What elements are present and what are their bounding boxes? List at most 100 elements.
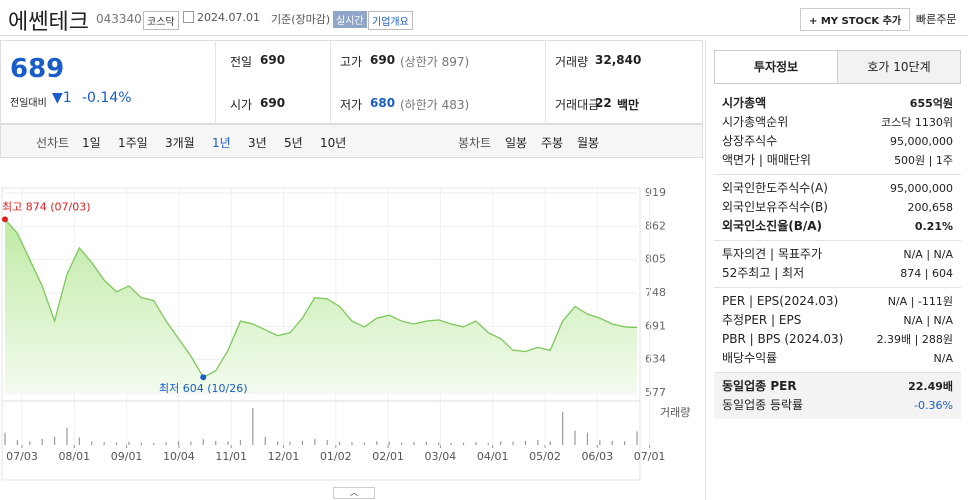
quote-label: 거래대금 bbox=[555, 98, 600, 112]
info-label: 시가총액 bbox=[722, 96, 767, 110]
info-label: 액면가 | 매매단위 bbox=[722, 153, 811, 167]
period-tab[interactable]: 3년 bbox=[248, 136, 267, 150]
volume-bar bbox=[215, 440, 217, 445]
info-value: 500원 | 1주 bbox=[894, 154, 953, 167]
info-value: N/A | N/A bbox=[903, 248, 953, 261]
volume-bar bbox=[66, 427, 68, 445]
info-label: 동일업종 등락률 bbox=[722, 398, 804, 412]
quote-label: 거래량 bbox=[555, 55, 589, 69]
quote-label: 시가 bbox=[230, 98, 253, 112]
realtime-badge[interactable]: 실시간 bbox=[333, 11, 367, 28]
x-tick-label: 05/02 bbox=[529, 450, 561, 463]
side-tab[interactable]: 호가 10단계 bbox=[837, 51, 960, 83]
candle-tab[interactable]: 월봉 bbox=[577, 136, 600, 150]
candle-tab[interactable]: 주봉 bbox=[541, 136, 564, 150]
volume-bar bbox=[351, 442, 353, 445]
info-value: N/A bbox=[933, 352, 953, 365]
info-row: 외국인소진율(B/A) 0.21% bbox=[722, 217, 953, 236]
collapse-button[interactable]: ︿ bbox=[333, 487, 375, 499]
info-label: 추정PER | EPS bbox=[722, 313, 802, 327]
x-tick-label: 07/03 bbox=[6, 450, 38, 463]
info-row: 상장주식수 95,000,000 bbox=[722, 132, 953, 151]
period-tab[interactable]: 1일 bbox=[82, 136, 101, 150]
volume-bar bbox=[165, 442, 167, 445]
volume-label: 거래량 bbox=[660, 406, 690, 419]
info-group: 외국인한도주식수(A) 95,000,000 외국인보유주식수(B) 200,658 외… bbox=[714, 175, 961, 241]
company-info[interactable]: 기업개요 bbox=[368, 11, 413, 30]
quote-box bbox=[0, 40, 703, 124]
volume-bar bbox=[512, 441, 514, 445]
volume-bar bbox=[636, 431, 638, 445]
annotation: 최저 604 (10/26) bbox=[159, 382, 248, 395]
info-row: 시가총액순위 코스닥 1130위 bbox=[722, 113, 953, 132]
quote-note: (상한가 897) bbox=[400, 55, 470, 69]
period-tab[interactable]: 5년 bbox=[284, 136, 303, 150]
quote-value: 680 bbox=[370, 96, 396, 110]
y-tick-label: 577 bbox=[645, 386, 666, 399]
period-tab[interactable]: 1년 bbox=[212, 136, 231, 150]
info-row: PER | EPS(2024.03) N/A | -111원 bbox=[722, 292, 953, 311]
period-tab[interactable]: 1주일 bbox=[118, 136, 148, 150]
plot-frame bbox=[1, 187, 641, 481]
volume-bar bbox=[202, 439, 204, 445]
volume-bar bbox=[177, 441, 180, 445]
divider bbox=[0, 35, 968, 36]
volume-bar bbox=[153, 442, 155, 445]
info-value: 874 | 604 bbox=[900, 267, 953, 280]
info-label: 동일업종 PER bbox=[722, 379, 797, 393]
volume-bar bbox=[140, 442, 142, 445]
volume-bar bbox=[438, 442, 440, 445]
info-value: 200,658 bbox=[907, 201, 954, 214]
volume-bar bbox=[611, 440, 613, 445]
x-tick-label: 06/03 bbox=[581, 450, 613, 463]
volume-bar bbox=[227, 441, 229, 445]
volume-bar bbox=[388, 441, 390, 445]
x-tick-label: 04/01 bbox=[477, 450, 509, 463]
info-row: PBR | BPS (2024.03) 2.39배 | 288원 bbox=[722, 330, 953, 349]
volume-bar bbox=[524, 440, 527, 445]
price: 689 bbox=[10, 54, 65, 84]
quote-label: 고가 bbox=[340, 55, 363, 69]
quote-value: 22 bbox=[595, 96, 612, 110]
price-line bbox=[4, 218, 638, 379]
volume-bar bbox=[103, 442, 105, 445]
info-row: 배당수익률 N/A bbox=[722, 349, 953, 368]
quote-value: 690 bbox=[260, 96, 286, 110]
change: ▼1 bbox=[52, 90, 72, 106]
market-badge: 코스닥 bbox=[143, 11, 179, 30]
y-tick-label: 748 bbox=[645, 286, 666, 299]
x-tick-label: 10/04 bbox=[163, 450, 195, 463]
volume-bar bbox=[128, 441, 130, 445]
annotation: 최고 874 (07/03) bbox=[2, 200, 91, 213]
info-value: 655억원 bbox=[909, 97, 953, 110]
info-row: 시가총액 655억원 bbox=[722, 94, 953, 113]
info-value: -0.36% bbox=[914, 399, 953, 412]
info-label: 시가총액순위 bbox=[722, 115, 789, 129]
volume-bar bbox=[16, 440, 18, 445]
my-stock-button[interactable]: + MY STOCK 추가 bbox=[800, 8, 911, 31]
info-label: 상장주식수 bbox=[722, 134, 778, 148]
volume-bar bbox=[413, 442, 415, 445]
x-tick-label: 12/01 bbox=[268, 450, 300, 463]
volume-bar bbox=[475, 442, 477, 445]
volume-bar bbox=[338, 441, 341, 445]
info-label: 52주최고 | 최저 bbox=[722, 266, 805, 280]
period-tab[interactable]: 10년 bbox=[320, 136, 347, 150]
candle-tab[interactable]: 일봉 bbox=[505, 136, 528, 150]
y-tick-label: 805 bbox=[645, 253, 666, 266]
separator bbox=[215, 40, 216, 124]
info-value: N/A | N/A bbox=[903, 314, 953, 327]
info-label: 투자의견 | 목표주가 bbox=[722, 247, 822, 261]
volume-bar bbox=[29, 441, 31, 445]
volume-bar bbox=[115, 442, 118, 445]
volume-bar bbox=[190, 441, 192, 445]
volume-bar bbox=[264, 436, 266, 445]
info-group: 동일업종 PER 22.49배 동일업종 등락률 -0.36% bbox=[714, 373, 961, 419]
volume-bar bbox=[53, 436, 56, 445]
info-value: 95,000,000 bbox=[890, 135, 953, 148]
info-value: N/A | -111원 bbox=[887, 295, 953, 308]
quick-order[interactable]: 빠른주문 bbox=[916, 13, 957, 26]
period-tab[interactable]: 3개월 bbox=[165, 136, 195, 150]
side-tab[interactable]: 투자정보 bbox=[715, 51, 837, 83]
